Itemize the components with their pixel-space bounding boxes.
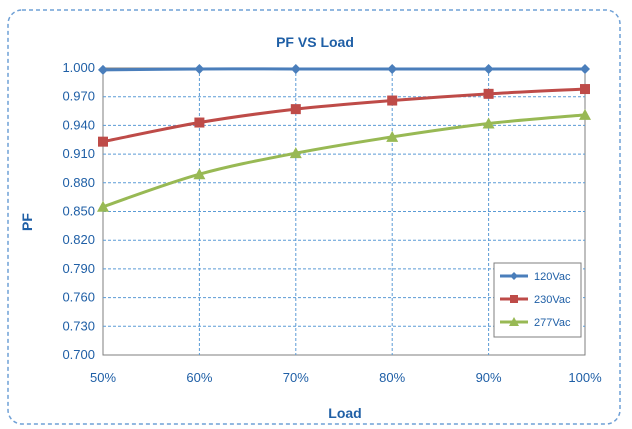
legend: 120Vac 230Vac 277Vac [493,262,582,338]
y-tick-label: 0.730 [62,318,95,333]
data-point-diamond [98,64,108,75]
legend-label: 277Vac [534,317,571,329]
chart-title: PF VS Load [276,34,354,50]
data-point-diamond [580,63,590,74]
y-tick-label: 0.790 [62,261,95,276]
data-point-square [98,136,108,147]
series-line-230Vac [102,87,586,144]
x-tick-label: 80% [379,370,405,385]
y-axis-ticks: 0.700 0.730 0.760 0.790 0.820 0.850 0.880 0.910… [62,60,95,362]
x-axis-label: Load [328,405,361,421]
x-tick-label: 70% [283,370,309,385]
data-point-square [290,104,301,115]
x-tick-label: 100% [568,370,602,385]
x-tick-label: 50% [90,370,116,385]
series-line-277Vac [102,113,586,209]
data-point-triangle [509,317,519,326]
y-tick-label: 1.000 [62,60,95,75]
y-tick-label: 0.850 [62,204,95,219]
data-point-square [387,95,398,106]
y-tick-label: 0.880 [62,175,95,190]
y-tick-label: 0.820 [62,232,95,247]
plot-series [97,63,591,212]
y-tick-label: 0.940 [62,117,95,132]
y-tick-label: 0.970 [62,89,95,104]
x-tick-label: 90% [476,370,502,385]
data-point-triangle [97,200,109,212]
data-point-triangle [386,130,399,142]
data-point-square [510,295,518,303]
y-tick-label: 0.910 [62,146,95,161]
legend-label: 230Vac [534,294,571,306]
data-point-triangle [579,108,591,120]
data-point-diamond [483,63,494,74]
y-axis-label: PF [19,213,35,231]
y-tick-label: 0.700 [62,347,95,362]
data-point-square [580,84,590,95]
y-tick-label: 0.760 [62,290,95,305]
data-point-triangle [193,168,206,180]
data-point-square [483,88,494,99]
series-line-120Vac [102,67,585,72]
legend-label: 120Vac [534,271,571,283]
x-axis-ticks: 50% 60% 70% 80% 90% 100% [90,370,602,385]
data-point-diamond [510,272,518,280]
data-point-triangle [482,117,495,129]
data-point-triangle [289,147,302,159]
data-point-diamond [387,63,398,74]
chart-frame [7,9,621,425]
data-point-square [194,117,205,128]
data-point-diamond [194,63,205,74]
x-tick-label: 60% [186,370,212,385]
data-point-diamond [290,63,301,74]
